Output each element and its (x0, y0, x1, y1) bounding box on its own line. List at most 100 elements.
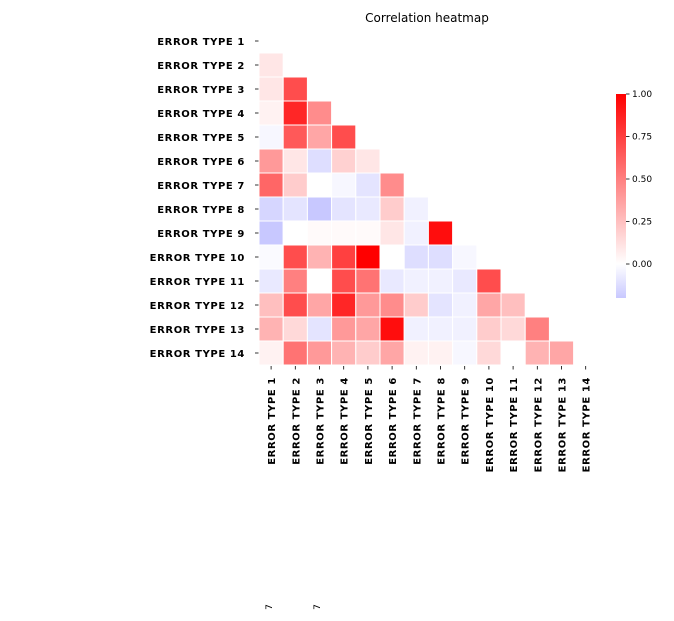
heatmap-cell-10-2 (282, 244, 308, 270)
heatmap-cell-12-7 (403, 292, 429, 318)
heatmap-cell-4-3 (306, 100, 333, 126)
heatmap-cell-14-3 (306, 340, 333, 366)
heatmap-cell-10-7 (403, 244, 429, 270)
heatmap-cell-7-4 (331, 172, 357, 198)
heatmap-cell-12-2 (282, 292, 308, 318)
heatmap-cell-10-9 (452, 244, 478, 270)
heatmap-cell-12-9 (452, 292, 478, 318)
heatmap-cell-12-1 (258, 292, 284, 318)
heatmap-cell-12-11 (500, 292, 526, 318)
y-label-5: ERROR TYPE 5 (157, 133, 245, 144)
x-label-14: ERROR TYPE 14 (582, 377, 593, 472)
heatmap-cell-6-3 (306, 148, 333, 174)
heatmap-cell-14-1 (258, 340, 284, 366)
y-label-10: ERROR TYPE 10 (150, 253, 245, 264)
heatmap-cell-4-1 (258, 100, 284, 126)
x-label-3: ERROR TYPE 3 (316, 377, 327, 465)
heatmap-cell-11-5 (355, 268, 381, 294)
heatmap-cell-11-2 (282, 268, 308, 294)
heatmap-cell-13-5 (355, 316, 381, 342)
colorbar-gradient (616, 94, 626, 298)
heatmap-cell-9-1 (258, 220, 284, 246)
heatmap-cell-14-12 (524, 340, 550, 366)
heatmap-cell-8-6 (379, 196, 405, 222)
y-label-2: ERROR TYPE 2 (157, 61, 245, 72)
heatmap-cell-13-12 (524, 316, 550, 342)
heatmap-cell-8-3 (306, 196, 333, 222)
heatmap-cell-10-6 (379, 244, 405, 270)
y-label-13: ERROR TYPE 13 (150, 325, 245, 336)
x-label-7: ERROR TYPE 7 (412, 377, 423, 465)
x-label-2: ERROR TYPE 2 (291, 377, 302, 465)
x-axis-labels: ERROR TYPE 1 ERROR TYPE 2 ERROR TYPE 3 ERRO… (267, 366, 593, 472)
heatmap-cell-13-3 (306, 316, 333, 342)
heatmap-cell-7-2 (282, 172, 308, 198)
heatmap-cell-12-3 (306, 292, 333, 318)
y-label-12: ERROR TYPE 12 (150, 301, 245, 312)
x-label-4: ERROR TYPE 4 (340, 377, 351, 465)
heatmap-cell-13-10 (476, 316, 502, 342)
heatmap-cell-12-5 (355, 292, 381, 318)
heatmap-cell-11-1 (258, 268, 284, 294)
x-label-10: ERROR TYPE 10 (485, 377, 496, 472)
colorbar-tick-label-5: 0.00 (632, 260, 652, 270)
heatmap-cell-14-10 (476, 340, 502, 366)
heatmap-cell-8-7 (403, 196, 429, 222)
y-label-7: ERROR TYPE 7 (157, 181, 245, 192)
heatmap-cell-11-6 (379, 268, 405, 294)
x-label-13: ERROR TYPE 13 (558, 377, 569, 472)
heatmap-cell-14-4 (331, 340, 357, 366)
y-label-9: ERROR TYPE 9 (157, 229, 245, 240)
heatmap-cell-12-8 (427, 292, 454, 318)
heatmap-cell-14-8 (427, 340, 454, 366)
colorbar-tick-label-4: 0.25 (632, 218, 652, 228)
y-label-3: ERROR TYPE 3 (157, 85, 245, 96)
x-label-5: ERROR TYPE 5 (364, 377, 375, 465)
heatmap-cell-13-11 (500, 316, 526, 342)
heatmap-cell-8-2 (282, 196, 308, 222)
heatmap-cell-10-1 (258, 244, 284, 270)
heatmap-cell-8-5 (355, 196, 381, 222)
heatmap-cell-7-3 (306, 172, 333, 198)
colorbar: 1.00 0.75 0.50 0.25 0.00 (616, 90, 652, 298)
heatmap-cell-9-2 (282, 220, 308, 246)
heatmap-cell-7-5 (355, 172, 381, 198)
y-label-14: ERROR TYPE 14 (150, 349, 245, 360)
heatmap-cell-7-1 (258, 172, 284, 198)
heatmap-cell-11-7 (403, 268, 429, 294)
heatmap-cell-5-2 (282, 124, 308, 150)
x-label-1: ERROR TYPE 1 (267, 377, 278, 465)
heatmap-cells (258, 52, 575, 366)
heatmap-cell-8-1 (258, 196, 284, 222)
colorbar-tick-label-2: 0.75 (632, 133, 652, 143)
heatmap-cell-10-4 (331, 244, 357, 270)
heatmap-cell-9-3 (306, 220, 333, 246)
x-label-6: ERROR TYPE 6 (388, 377, 399, 465)
heatmap-cell-3-1 (258, 76, 284, 102)
heatmap-cell-6-2 (282, 148, 308, 174)
heatmap-cell-13-9 (452, 316, 478, 342)
stray-mark-2: 7 (313, 604, 323, 610)
heatmap-cell-5-1 (258, 124, 284, 150)
y-axis-labels: ERROR TYPE 1 ERROR TYPE 2 ERROR TYPE 3 ERRO… (150, 37, 259, 360)
heatmap-cell-13-2 (282, 316, 308, 342)
heatmap-cell-6-4 (331, 148, 357, 174)
x-label-9: ERROR TYPE 9 (461, 377, 472, 465)
heatmap-cell-9-5 (355, 220, 381, 246)
heatmap-cell-5-3 (306, 124, 333, 150)
heatmap-cell-7-6 (379, 172, 405, 198)
heatmap-cell-12-6 (379, 292, 405, 318)
heatmap-cell-11-9 (452, 268, 478, 294)
y-label-11: ERROR TYPE 11 (150, 277, 245, 288)
heatmap-cell-11-3 (306, 268, 333, 294)
heatmap-cell-13-6 (379, 316, 405, 342)
x-label-8: ERROR TYPE 8 (437, 377, 448, 465)
stray-mark-1: 7 (265, 604, 275, 610)
heatmap-cell-4-2 (282, 100, 308, 126)
heatmap-cell-6-1 (258, 148, 284, 174)
heatmap-cell-5-4 (331, 124, 357, 150)
heatmap-cell-2-1 (258, 52, 284, 78)
y-label-8: ERROR TYPE 8 (157, 205, 245, 216)
heatmap-cell-9-8 (427, 220, 454, 246)
